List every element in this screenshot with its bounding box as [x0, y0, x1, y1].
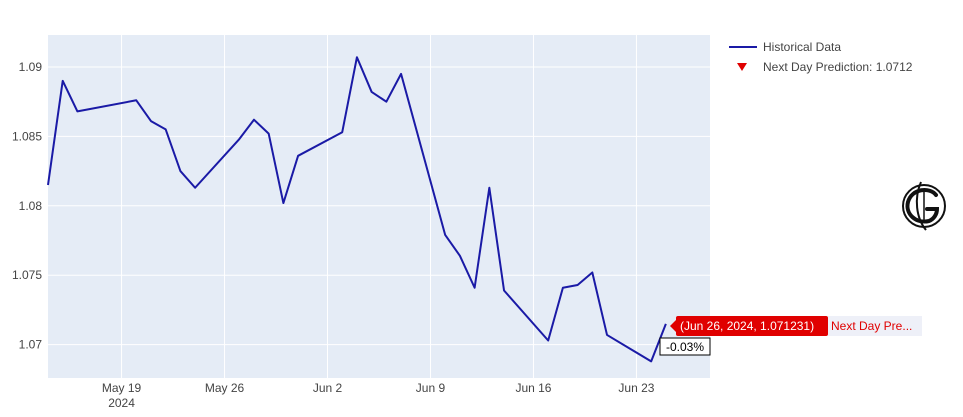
y-tick-label: 1.09 [19, 60, 43, 74]
x-tick-label: Jun 2 [313, 381, 343, 395]
x-tick-label: Jun 9 [416, 381, 446, 395]
legend-item-prediction[interactable]: Next Day Prediction: 1.0712 [737, 60, 913, 74]
series-line-historical [47, 56, 667, 363]
change-annotation-text: -0.03% [666, 340, 704, 354]
legend-label-historical: Historical Data [763, 40, 841, 54]
change-annotation: -0.03% [659, 337, 711, 356]
legend[interactable]: Historical Data Next Day Prediction: 1.0… [729, 40, 913, 74]
legend-item-historical[interactable]: Historical Data [729, 40, 841, 54]
g-logo-icon [902, 181, 946, 231]
x-tick-label: Jun 23 [618, 381, 654, 395]
x-tick-sublabel: 2024 [108, 396, 135, 410]
change-annotation-box [659, 337, 711, 356]
hover-name-box [828, 316, 922, 336]
hover-label: (Jun 26, 2024, 1.071231) Next Day Pre... [670, 316, 922, 336]
plot-background [48, 35, 710, 378]
gridlines [48, 35, 710, 378]
x-tick-label: Jun 16 [515, 381, 551, 395]
y-tick-label: 1.08 [19, 199, 43, 213]
y-tick-label: 1.075 [12, 268, 42, 282]
hover-label-text: (Jun 26, 2024, 1.071231) [680, 319, 814, 333]
y-tick-label: 1.085 [12, 129, 42, 143]
x-tick-label: May 19 [102, 381, 142, 395]
legend-label-prediction: Next Day Prediction: 1.0712 [763, 60, 913, 74]
y-tick-label: 1.07 [19, 338, 43, 352]
y-axis-ticks: 1.07 1.075 1.08 1.085 1.09 [12, 60, 42, 352]
hover-name-text: Next Day Pre... [831, 319, 912, 333]
hover-label-pointer [670, 320, 676, 332]
x-tick-label: May 26 [205, 381, 245, 395]
legend-triangle-icon [737, 63, 747, 71]
hover-label-box [676, 316, 828, 336]
